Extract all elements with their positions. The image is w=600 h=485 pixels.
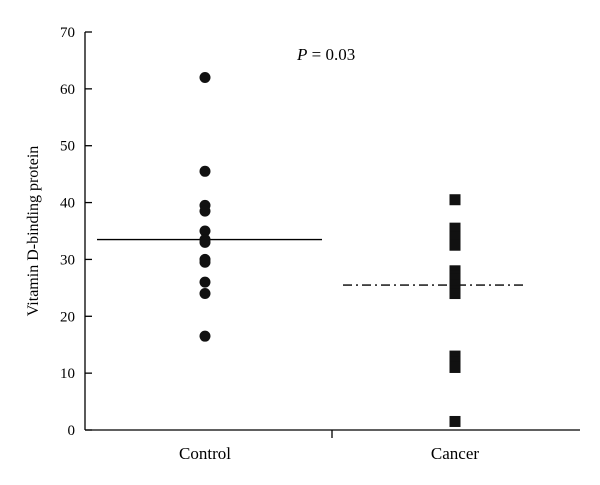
y-tick-label: 60	[60, 82, 75, 98]
y-tick-label: 40	[60, 196, 75, 212]
p-value-text: = 0.03	[307, 45, 355, 64]
x-category-label-control: Control	[179, 444, 231, 463]
data-point-control	[199, 205, 211, 217]
y-tick-label: 20	[60, 309, 75, 325]
data-point-cancer	[449, 415, 461, 427]
data-point-control	[199, 330, 211, 342]
data-point-cancer	[449, 356, 461, 368]
data-point-control	[199, 165, 211, 177]
data-point-control	[199, 225, 211, 237]
data-point-cancer	[449, 288, 461, 300]
x-category-label-cancer: Cancer	[431, 444, 479, 463]
data-point-cancer	[449, 239, 461, 251]
y-tick-label: 0	[68, 423, 76, 439]
data-point-cancer	[449, 231, 461, 243]
x-category-labels: Control Cancer	[179, 444, 479, 463]
data-point-cancer	[449, 222, 461, 234]
y-tick-label: 50	[60, 139, 75, 155]
data-point-cancer	[449, 350, 461, 362]
data-point-control	[199, 276, 211, 288]
p-value-annotation: P = 0.03	[296, 45, 355, 64]
data-point-control	[199, 288, 211, 300]
y-ticks: 0 10 20 30 40 50 60 70	[60, 25, 92, 439]
data-point-control	[199, 256, 211, 268]
data-points	[199, 71, 461, 427]
data-point-control	[199, 236, 211, 248]
data-point-cancer	[449, 361, 461, 373]
y-tick-label: 10	[60, 366, 75, 382]
data-point-cancer	[449, 273, 461, 285]
axes	[84, 32, 580, 438]
y-axis-label: Vitamin D-binding protein	[25, 146, 42, 317]
data-point-control	[199, 71, 211, 83]
p-value-symbol: P	[296, 45, 307, 64]
data-point-cancer	[449, 265, 461, 277]
data-point-cancer	[449, 279, 461, 291]
data-point-cancer	[449, 194, 461, 206]
y-tick-label: 70	[60, 25, 75, 41]
y-tick-label: 30	[60, 252, 75, 268]
